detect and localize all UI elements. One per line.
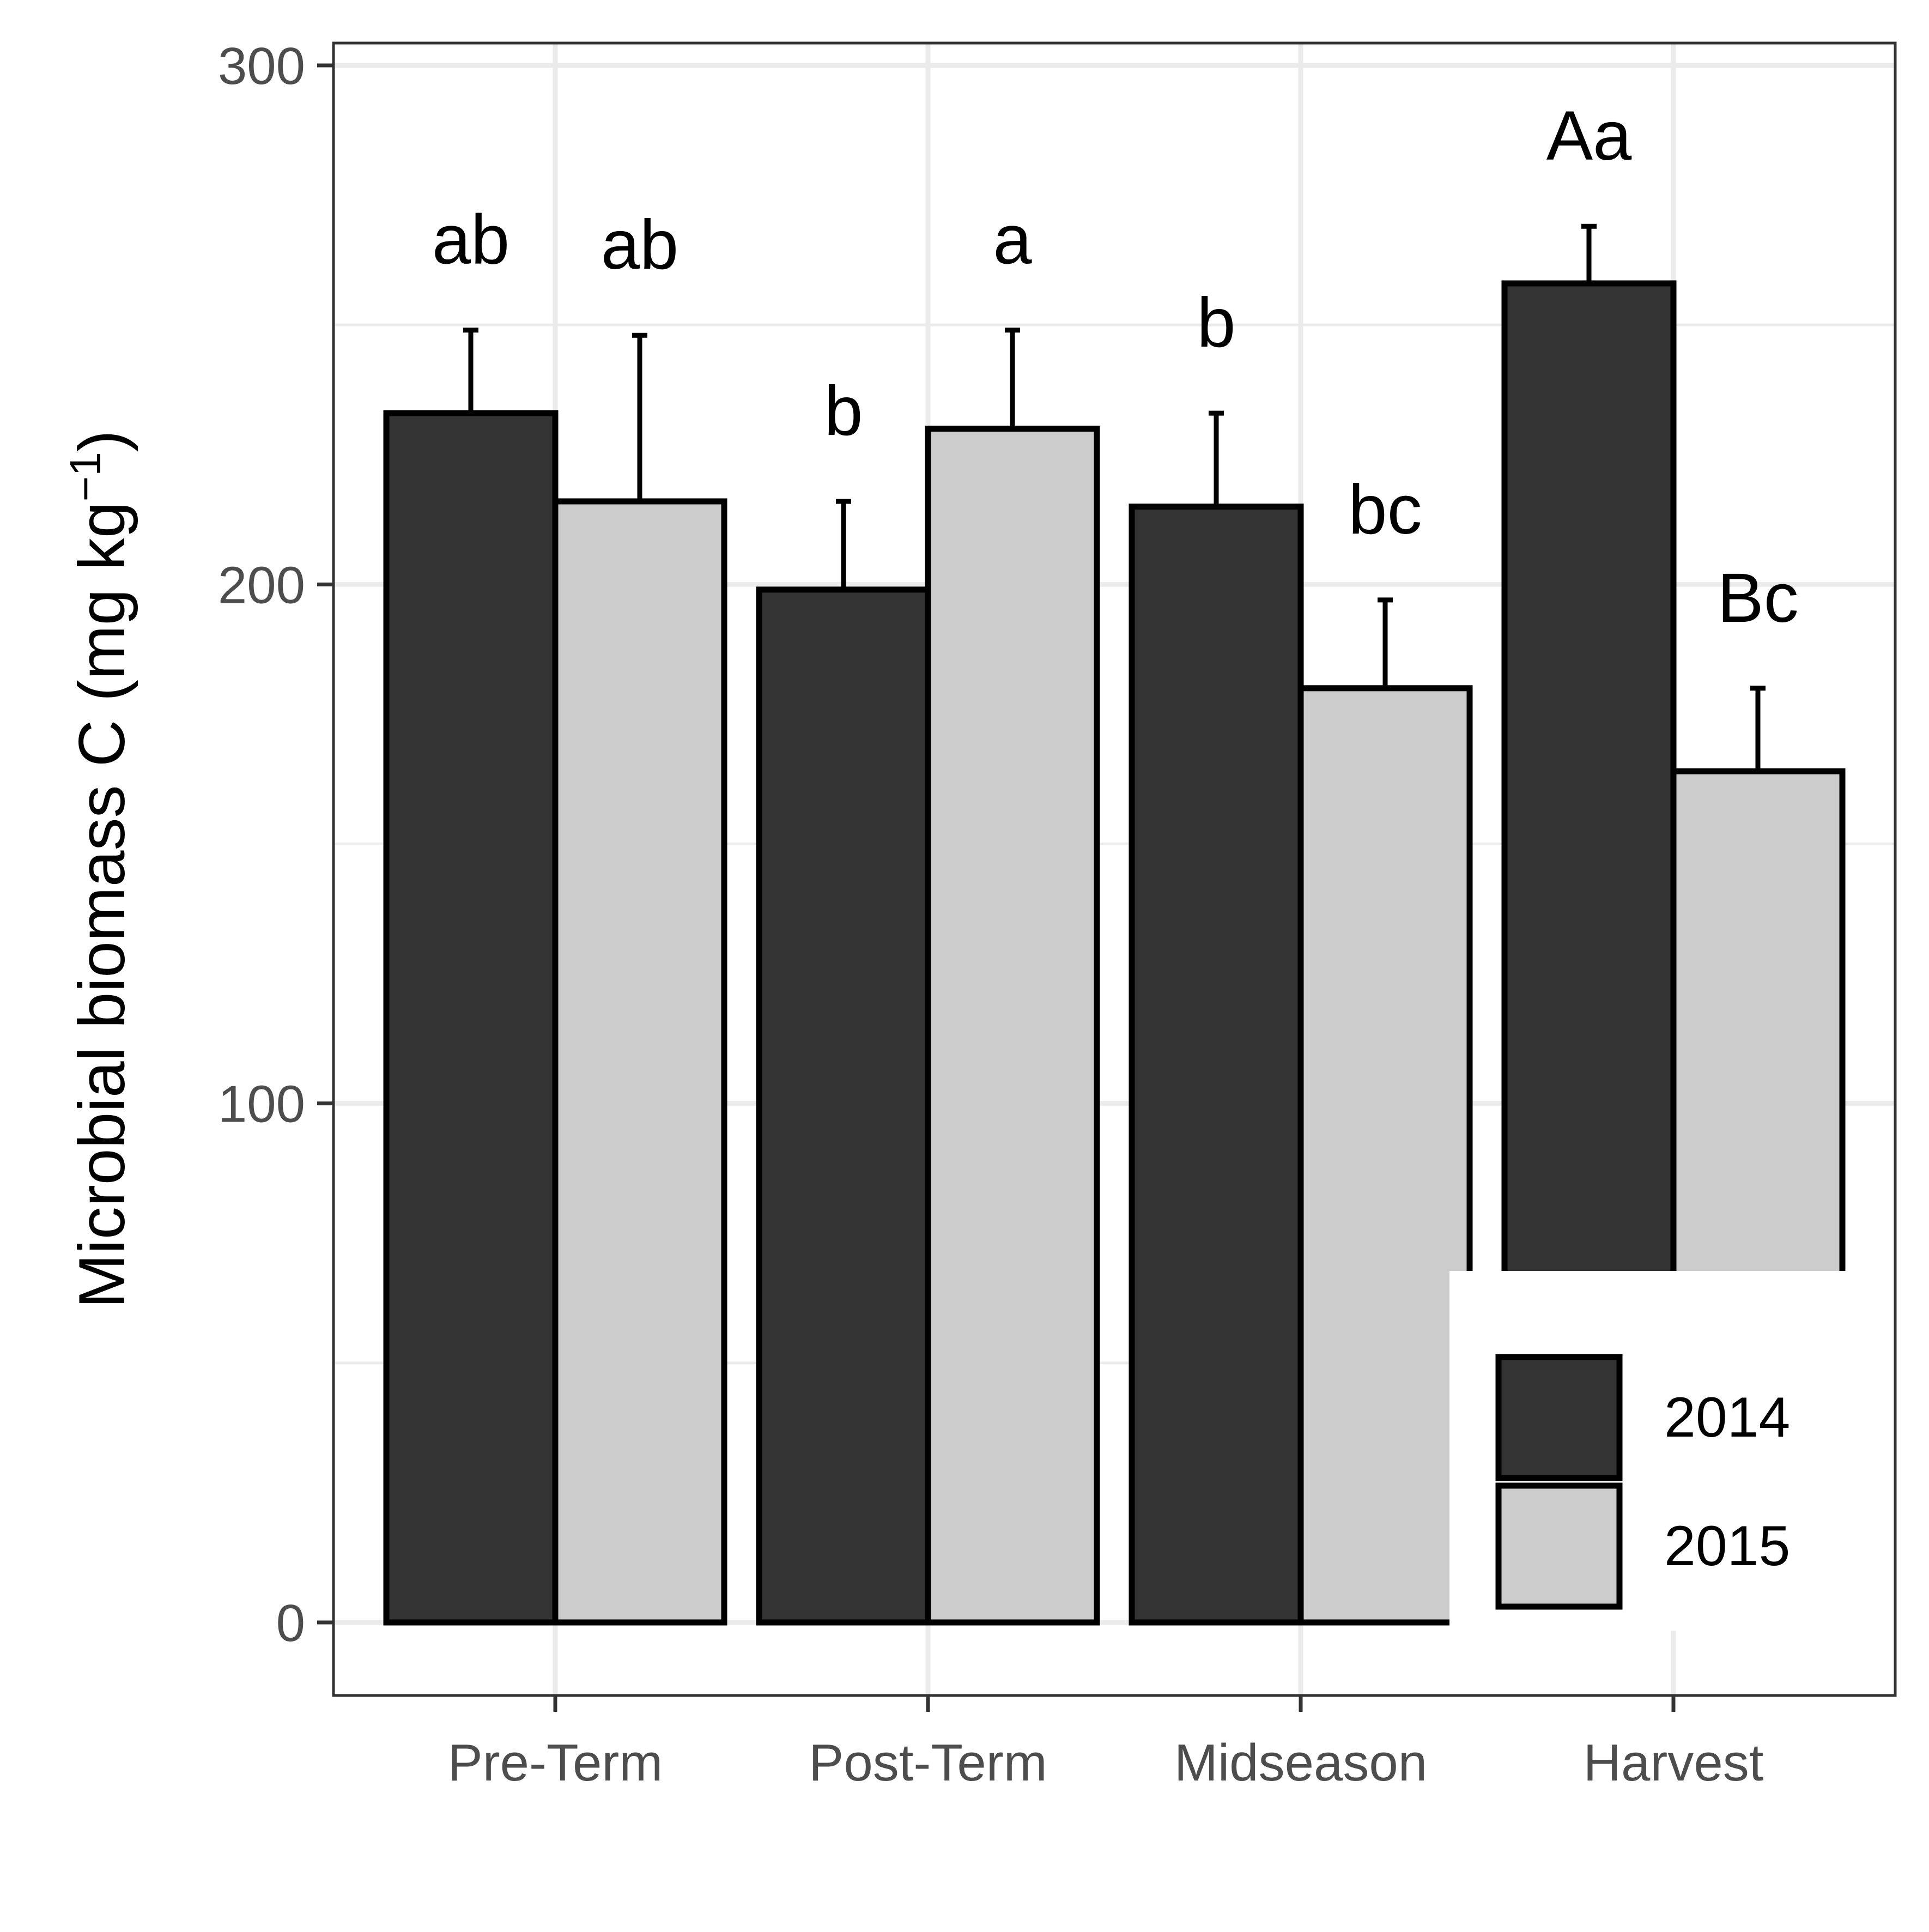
bar-2014-Post-Term [756,586,931,1626]
y-axis-title-close: ) [65,430,138,452]
significance-label-2015-Post-Term: a [993,201,1032,279]
significance-labels: ab b b Aa ab a bc Bc [432,97,1799,637]
x-tick-label-Harvest: Harvest [1584,1734,1764,1792]
significance-label-2014-Post-Term: b [824,372,863,450]
error-bars [463,223,1766,772]
y-axis-title-main: Microbial biomass C (mg kg [65,501,138,1308]
legend-label-2015: 2015 [1664,1515,1790,1578]
legend-key-2014 [1495,1354,1623,1481]
legend: 2014 2015 [1449,1271,1895,1631]
significance-label-2014-Midseason: b [1197,284,1235,362]
axes: 0 100 200 300 Pre-Term Post-Term Midseason Harv… [218,37,1764,1792]
legend-key-2015 [1495,1482,1623,1610]
significance-label-2015-Midseason: bc [1348,471,1422,549]
x-tick-label-Pre-Term: Pre-Term [448,1734,663,1792]
legend-label-2014: 2014 [1664,1386,1790,1449]
y-tick-label: 200 [218,556,305,614]
plot-panel-border [332,41,1897,1697]
x-tick-label-Midseason: Midseason [1174,1734,1427,1792]
y-tick-label: 0 [276,1594,305,1652]
significance-label-2014-Pre-Term: ab [432,201,509,279]
significance-label-2015-Pre-Term: ab [601,206,678,284]
significance-label-2015-Harvest: Bc [1717,559,1798,637]
bar-2015-Midseason [1297,685,1473,1626]
x-tick-label-Post-Term: Post-Term [809,1734,1047,1792]
y-axis-title: Microbial biomass C (mg kg−1) [61,430,139,1309]
bar-2015-Pre-Term [552,498,727,1626]
bar-2014-Midseason [1129,503,1304,1626]
y-tick-label: 300 [218,37,305,95]
bar-2015-Post-Term [925,426,1100,1626]
y-tick-label: 100 [218,1075,305,1134]
y-axis-title-superscript: −1 [61,452,110,501]
bar-2014-Pre-Term [383,410,559,1626]
significance-label-2014-Harvest: Aa [1546,97,1632,175]
